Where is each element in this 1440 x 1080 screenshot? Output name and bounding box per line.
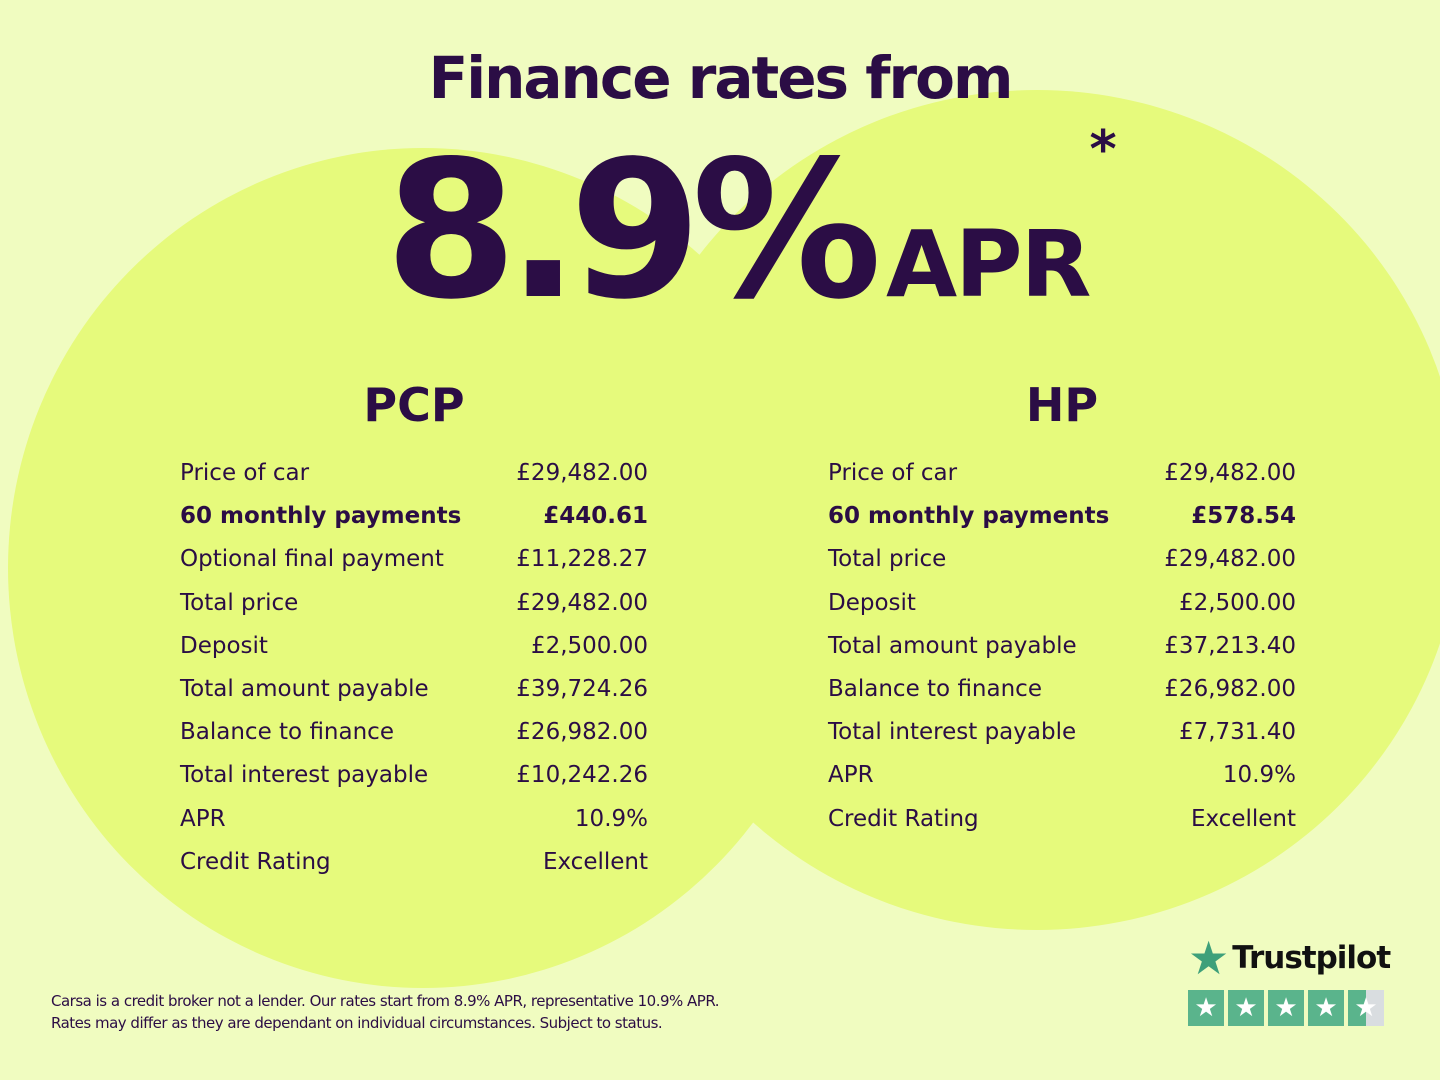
- row-value: £29,482.00: [516, 589, 648, 616]
- table-row: Total price £29,482.00: [180, 588, 648, 631]
- row-value: £29,482.00: [1164, 546, 1296, 573]
- table-row: Total price £29,482.00: [828, 544, 1296, 587]
- disclaimer: Carsa is a credit broker not a lender. O…: [51, 990, 720, 1034]
- table-row: Total amount payable £37,213.40: [828, 631, 1296, 674]
- row-value: £440.61: [543, 503, 648, 530]
- row-label: Balance to finance: [828, 675, 1042, 702]
- row-value: £10,242.26: [516, 762, 648, 789]
- table-row: Balance to finance £26,982.00: [180, 717, 648, 760]
- row-value: Excellent: [542, 848, 648, 875]
- row-value: 10.9%: [574, 805, 648, 832]
- row-value: 10.9%: [1222, 762, 1296, 789]
- table-row: APR 10.9%: [828, 760, 1296, 803]
- row-label: Total amount payable: [828, 632, 1077, 659]
- table-row: Price of car £29,482.00: [180, 458, 648, 501]
- row-label: Total price: [180, 589, 299, 616]
- row-label: Deposit: [828, 589, 916, 616]
- row-label: Credit Rating: [180, 848, 331, 875]
- rate-suffix: APR: [885, 211, 1091, 318]
- pcp-table: PCP Price of car £29,482.00 60 monthly pay…: [180, 378, 648, 890]
- row-label: Price of car: [828, 460, 958, 486]
- row-value: £2,500.00: [530, 632, 648, 659]
- rating-star-icon: ★: [1188, 990, 1224, 1026]
- row-label: 60 monthly payments: [828, 503, 1110, 530]
- headline: Finance rates from: [428, 44, 1014, 112]
- rating-star-icon: ★: [1348, 990, 1384, 1026]
- hp-title: HP: [1025, 378, 1099, 432]
- table-row: Credit Rating Excellent: [828, 804, 1296, 847]
- row-label: Optional final payment: [180, 546, 444, 573]
- row-value: £578.54: [1191, 503, 1296, 530]
- row-value: £26,982.00: [516, 719, 648, 746]
- row-value: Excellent: [1190, 805, 1296, 832]
- table-row: Credit Rating Excellent: [180, 847, 648, 890]
- row-value: £37,213.40: [1164, 632, 1296, 659]
- row-value: £29,482.00: [1164, 460, 1296, 486]
- rate-value: 8.9%: [385, 120, 882, 341]
- table-row: Total interest payable £7,731.40: [828, 717, 1296, 760]
- row-value: £39,724.26: [516, 675, 648, 702]
- trustpilot-name: Trustpilot: [1232, 940, 1391, 976]
- table-row: Total interest payable £10,242.26: [180, 760, 648, 803]
- row-label: APR: [828, 762, 874, 789]
- rating-star-icon: ★: [1268, 990, 1304, 1026]
- row-label: Total price: [828, 546, 947, 573]
- table-row: Total amount payable £39,724.26: [180, 674, 648, 717]
- row-label: Total interest payable: [828, 719, 1077, 746]
- row-value: £26,982.00: [1164, 675, 1296, 702]
- row-label: Credit Rating: [828, 805, 979, 832]
- row-label: Total amount payable: [180, 675, 429, 702]
- rating-star-icon: ★: [1308, 990, 1344, 1026]
- disclaimer-line-1: Carsa is a credit broker not a lender. O…: [51, 992, 720, 1010]
- row-label: APR: [180, 805, 226, 832]
- table-row: Optional final payment £11,228.27: [180, 544, 648, 587]
- table-row: 60 monthly payments £440.61: [180, 501, 648, 544]
- row-label: Balance to finance: [180, 719, 394, 746]
- rating-star-icon: ★: [1228, 990, 1264, 1026]
- background-circle-right: [612, 90, 1440, 930]
- row-label: Deposit: [180, 632, 268, 659]
- row-label: Price of car: [180, 460, 310, 486]
- table-row: Deposit £2,500.00: [828, 588, 1296, 631]
- row-value: £29,482.00: [516, 460, 648, 486]
- headline-rate: 8.9% APR *: [385, 120, 1117, 341]
- row-value: £7,731.40: [1178, 719, 1296, 746]
- table-row: Price of car £29,482.00: [828, 458, 1296, 501]
- trustpilot-rating: ★ ★ ★ ★ ★: [1188, 990, 1390, 1026]
- hp-table: HP Price of car £29,482.00 60 monthly paym…: [828, 378, 1296, 847]
- table-row: Balance to finance £26,982.00: [828, 674, 1296, 717]
- disclaimer-line-2: Rates may differ as they are dependant o…: [51, 1014, 663, 1032]
- asterisk: *: [1089, 120, 1117, 180]
- pcp-title: PCP: [363, 378, 465, 432]
- row-label: 60 monthly payments: [180, 503, 462, 530]
- table-row: APR 10.9%: [180, 804, 648, 847]
- row-value: £2,500.00: [1178, 589, 1296, 616]
- row-label: Total interest payable: [180, 762, 429, 789]
- table-row: Deposit £2,500.00: [180, 631, 648, 674]
- trustpilot-star-icon: ★: [1188, 931, 1229, 985]
- row-value: £11,228.27: [516, 546, 648, 573]
- table-row: 60 monthly payments £578.54: [828, 501, 1296, 544]
- trustpilot-badge: ★ Trustpilot ★ ★ ★ ★ ★: [1188, 931, 1391, 1026]
